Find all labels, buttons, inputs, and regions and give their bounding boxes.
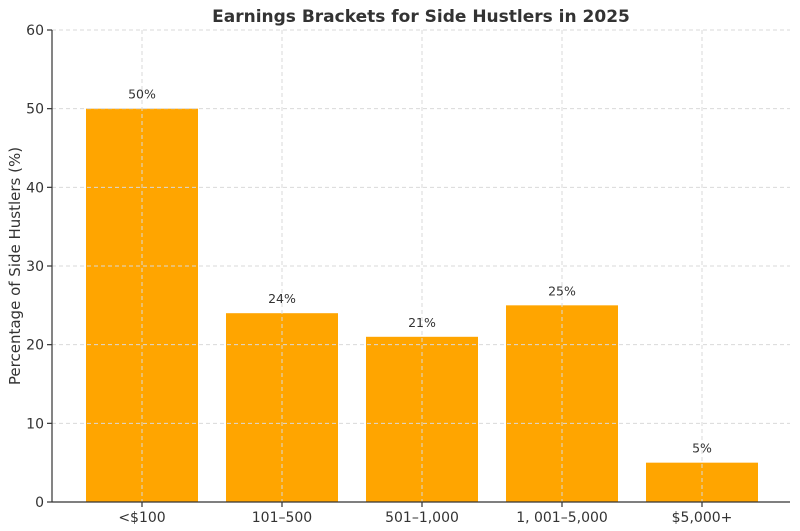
x-tick-label: $5,000+ xyxy=(672,510,733,526)
data-labels: 50% 24% 21% 25% 5% xyxy=(128,87,712,456)
x-tick-label: 501–1,000 xyxy=(385,510,459,526)
data-label: 21% xyxy=(408,315,436,330)
bar xyxy=(646,462,758,502)
x-tick-label: <$100 xyxy=(118,510,165,526)
y-axis-label: Percentage of Side Hustlers (%) xyxy=(6,147,24,385)
y-tick-label: 10 xyxy=(26,416,44,432)
data-label: 50% xyxy=(128,87,156,102)
x-axis-ticks: <$100 101–500 501–1,000 1, 001–5,000 $5,000+ xyxy=(118,502,732,526)
data-label: 25% xyxy=(548,283,576,298)
y-tick-label: 30 xyxy=(26,259,44,275)
y-tick-label: 20 xyxy=(26,338,44,354)
y-tick-label: 0 xyxy=(35,495,44,511)
data-label: 5% xyxy=(692,441,712,456)
x-tick-label: 1, 001–5,000 xyxy=(516,510,608,526)
chart-title: Earnings Brackets for Side Hustlers in 2… xyxy=(212,7,630,27)
y-axis-ticks: 0 10 20 30 40 50 60 xyxy=(26,23,52,511)
y-tick-label: 60 xyxy=(26,23,44,39)
y-tick-label: 40 xyxy=(26,180,44,196)
x-tick-label: 101–500 xyxy=(252,510,312,526)
data-label: 24% xyxy=(268,291,296,306)
y-tick-label: 50 xyxy=(26,102,44,118)
